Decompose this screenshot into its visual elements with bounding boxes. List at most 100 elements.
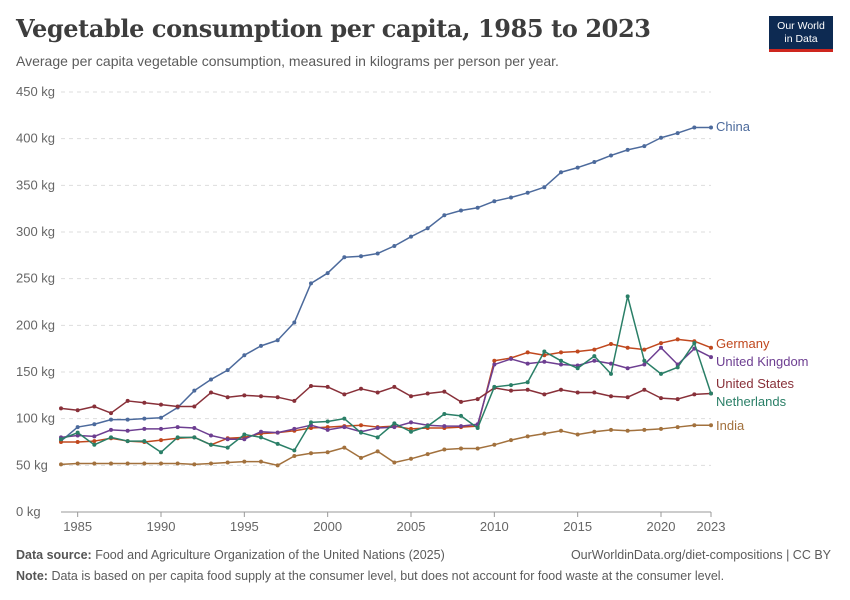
data-point-germany	[592, 347, 597, 352]
data-point-united-states	[92, 404, 97, 409]
data-point-germany	[492, 358, 497, 363]
data-point-united-kingdom	[275, 430, 280, 435]
data-point-germany	[359, 423, 363, 428]
data-point-india	[575, 432, 580, 437]
data-source-label: Data source:	[16, 548, 92, 562]
data-point-united-states	[559, 387, 563, 392]
data-point-india	[659, 426, 663, 431]
x-tick-label: 2010	[480, 519, 509, 534]
x-tick-label: 1995	[230, 519, 259, 534]
owid-logo[interactable]: Our World in Data	[769, 16, 833, 52]
data-point-united-states	[325, 384, 330, 389]
data-point-netherlands	[425, 424, 430, 429]
data-point-china	[592, 160, 597, 164]
data-point-india	[409, 456, 413, 461]
data-point-netherlands	[542, 349, 547, 354]
data-point-united-kingdom	[325, 427, 330, 432]
data-point-united-kingdom	[659, 345, 663, 350]
source-url-link[interactable]: OurWorldinData.org/diet-compositions | C…	[570, 548, 831, 562]
data-point-united-kingdom	[175, 425, 180, 430]
x-tick-label: 2005	[397, 519, 426, 534]
data-point-united-states	[575, 390, 580, 395]
data-point-united-kingdom	[209, 433, 213, 438]
y-tick-label: 400 kg	[16, 131, 55, 146]
data-point-united-kingdom	[342, 425, 347, 430]
data-source-text: Food and Agriculture Organization of the…	[95, 548, 445, 562]
data-point-united-kingdom	[559, 362, 563, 367]
data-point-china	[392, 244, 397, 248]
data-point-united-states	[59, 406, 63, 411]
data-point-india	[125, 461, 130, 466]
data-point-netherlands	[159, 450, 163, 455]
data-point-netherlands	[242, 432, 247, 437]
data-point-india	[192, 462, 197, 467]
data-point-united-states	[592, 390, 597, 395]
data-point-united-kingdom	[159, 426, 163, 431]
data-point-india	[359, 455, 363, 460]
y-tick-label: 150 kg	[16, 364, 55, 379]
data-point-india	[225, 460, 230, 465]
data-point-china	[292, 320, 297, 325]
data-point-united-kingdom	[75, 433, 80, 438]
data-point-china	[309, 281, 313, 286]
data-point-netherlands	[475, 426, 480, 430]
y-tick-label: 0 kg	[16, 504, 41, 519]
data-point-germany	[642, 347, 647, 352]
y-tick-label: 350 kg	[16, 177, 55, 192]
data-point-netherlands	[225, 445, 230, 450]
data-point-netherlands	[342, 416, 347, 421]
data-point-united-states	[642, 387, 647, 392]
x-tick-label: 1985	[63, 519, 92, 534]
data-point-united-kingdom	[509, 356, 513, 361]
data-point-united-states	[275, 395, 280, 400]
data-point-china	[75, 425, 80, 430]
data-point-china	[242, 353, 247, 358]
data-point-india	[592, 429, 597, 434]
data-point-united-kingdom	[259, 429, 263, 434]
y-tick-label: 200 kg	[16, 317, 55, 332]
data-source: Data source: Food and Agriculture Organi…	[16, 548, 445, 562]
data-point-india	[692, 423, 697, 428]
data-point-china	[509, 195, 513, 200]
data-point-united-states	[109, 411, 113, 416]
data-point-united-states	[659, 396, 663, 401]
note-text: Data is based on per capita food supply …	[51, 569, 725, 583]
data-point-netherlands	[509, 383, 513, 388]
data-point-united-states	[192, 404, 197, 409]
data-point-india	[509, 438, 513, 443]
gridlines	[61, 91, 711, 466]
data-point-netherlands	[75, 430, 80, 435]
data-point-china	[425, 226, 430, 231]
data-point-china	[559, 170, 563, 175]
data-point-india	[492, 442, 497, 447]
data-point-netherlands	[209, 442, 213, 447]
data-point-netherlands	[492, 384, 497, 389]
data-point-china	[342, 255, 347, 260]
data-point-india	[625, 428, 630, 433]
series-labels: China Germany United Kingdom United States N…	[716, 119, 809, 433]
data-point-united-kingdom	[525, 361, 530, 366]
chart-subtitle: Average per capita vegetable consumption…	[16, 53, 559, 69]
data-point-united-states	[609, 394, 613, 399]
data-point-india	[675, 425, 680, 430]
data-point-united-kingdom	[225, 437, 230, 442]
data-point-india	[542, 431, 547, 436]
data-point-china	[259, 343, 263, 348]
data-point-united-states	[125, 398, 130, 403]
data-point-united-states	[142, 400, 147, 405]
data-point-india	[559, 428, 563, 433]
series-line-china	[60, 126, 711, 442]
data-point-netherlands	[59, 437, 63, 442]
data-point-germany	[625, 345, 630, 350]
data-point-china	[159, 415, 163, 420]
data-point-china	[609, 153, 613, 158]
data-point-united-kingdom	[442, 424, 447, 429]
data-point-united-states	[259, 394, 263, 399]
data-point-united-kingdom	[542, 359, 547, 364]
data-point-germany	[709, 345, 713, 350]
data-point-netherlands	[292, 448, 297, 453]
data-point-india	[292, 454, 297, 458]
data-point-netherlands	[392, 421, 397, 426]
data-point-china	[442, 213, 447, 218]
data-point-india	[259, 459, 263, 464]
